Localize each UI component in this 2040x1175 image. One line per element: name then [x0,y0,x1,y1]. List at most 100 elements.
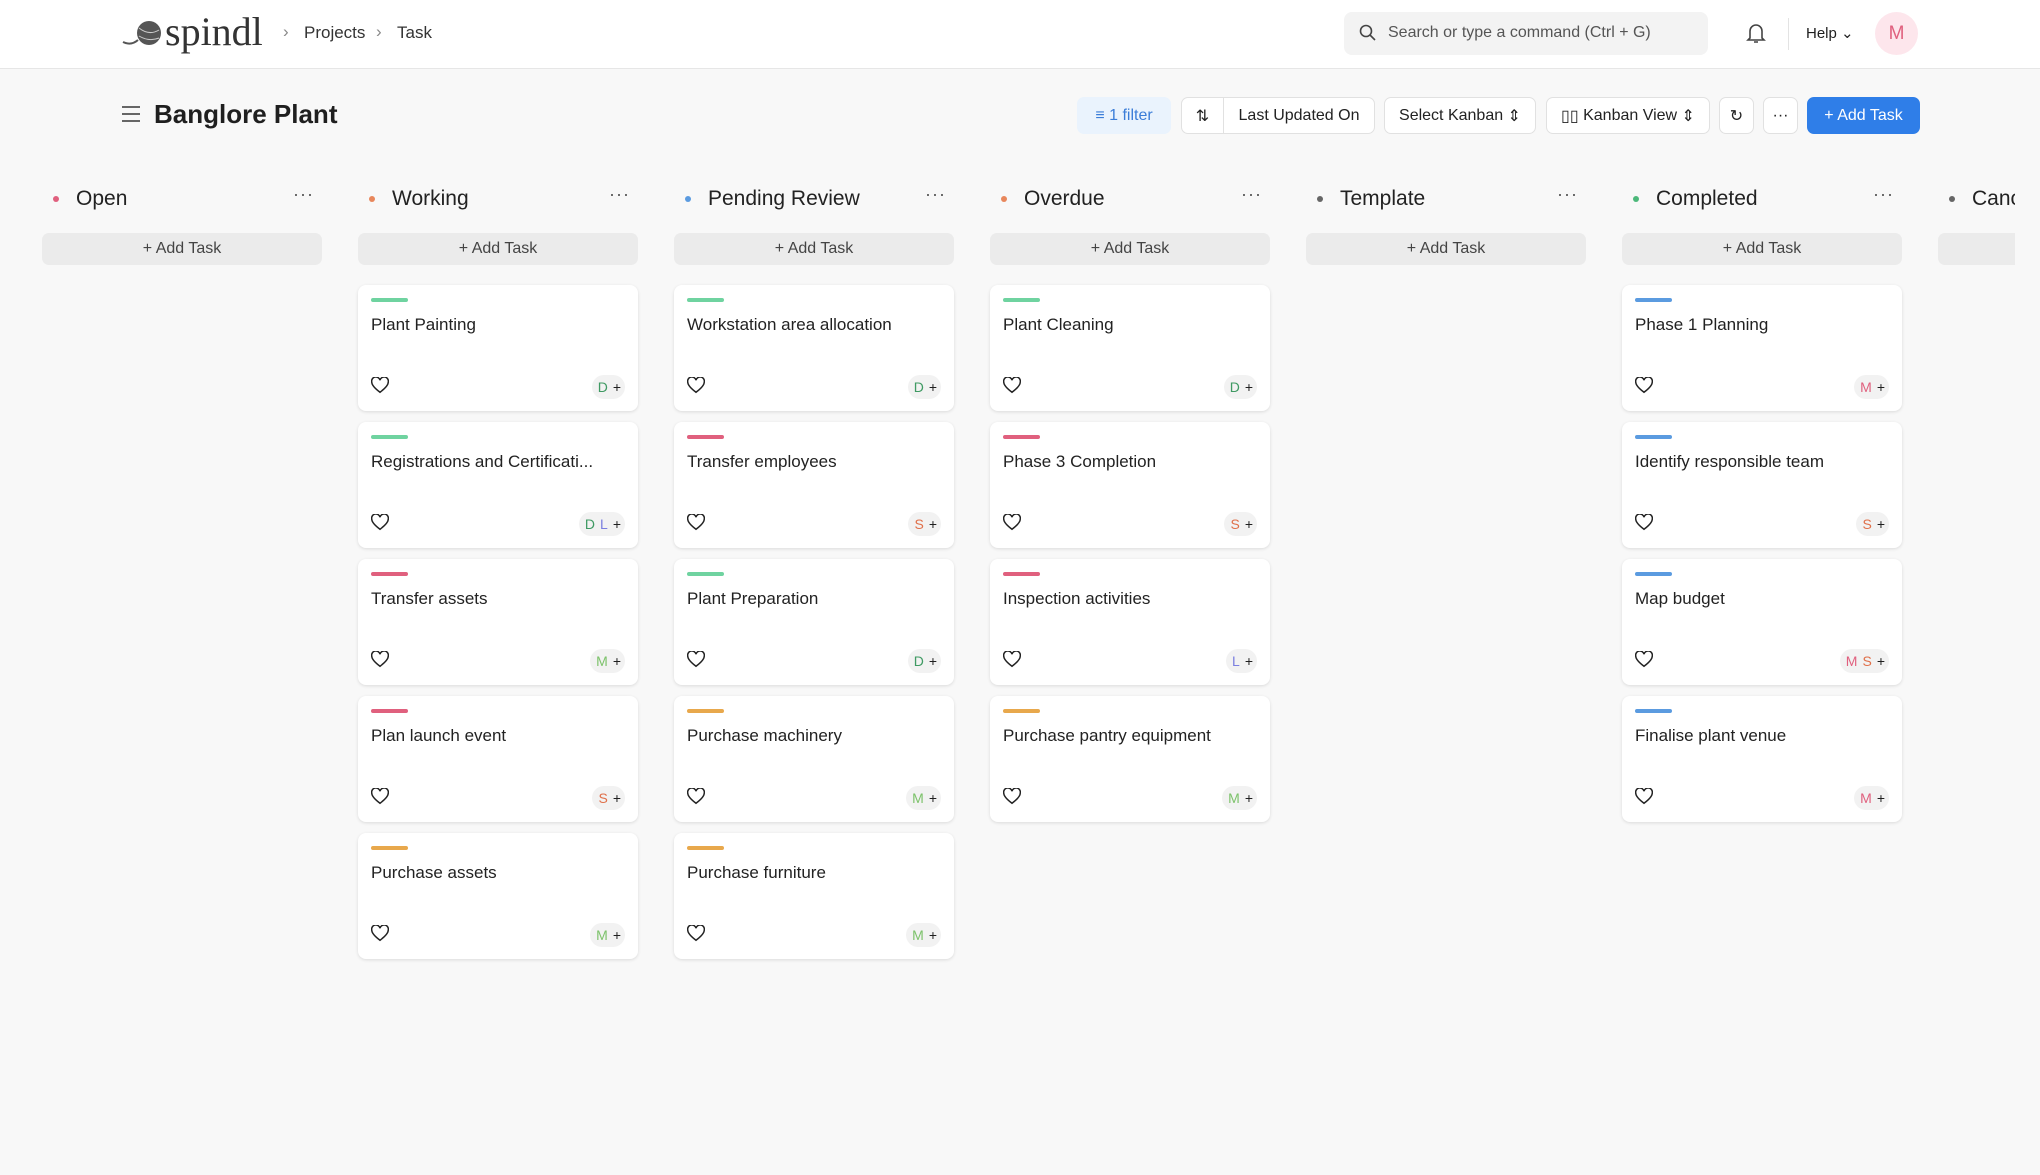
add-assignee[interactable]: + [928,927,937,943]
assignees[interactable]: L + [1226,649,1257,673]
like-button[interactable] [686,376,706,399]
like-button[interactable] [370,376,390,399]
assignees[interactable]: D + [907,649,941,673]
task-card[interactable]: Plan launch event S + [358,696,638,822]
task-card[interactable]: Transfer employees S + [674,422,954,548]
add-assignee[interactable]: + [612,927,621,943]
like-button[interactable] [686,650,706,673]
add-task-button[interactable]: + Add Task [990,233,1270,265]
logo[interactable]: spindl [165,9,263,54]
search-box[interactable]: Search or type a command (Ctrl + G) [1344,12,1708,55]
like-button[interactable] [1002,787,1022,810]
like-button[interactable] [1002,513,1022,536]
like-button[interactable] [1634,513,1654,536]
task-card[interactable]: Identify responsible team S + [1622,422,1902,548]
add-assignee[interactable]: + [928,653,937,669]
add-task-button[interactable]: + Add Task [1807,97,1920,134]
like-button[interactable] [1634,787,1654,810]
assignees[interactable]: M + [906,923,941,947]
add-task-button[interactable] [1938,233,2015,265]
like-button[interactable] [686,513,706,536]
like-button[interactable] [370,787,390,810]
add-task-button[interactable]: + Add Task [358,233,638,265]
assignees[interactable]: D + [591,375,625,399]
assignees[interactable]: D + [907,375,941,399]
task-card[interactable]: Purchase furniture M + [674,833,954,959]
task-card[interactable]: Purchase pantry equipment M + [990,696,1270,822]
like-button[interactable] [686,787,706,810]
add-task-button[interactable]: + Add Task [1622,233,1902,265]
add-assignee[interactable]: + [1244,516,1253,532]
add-assignee[interactable]: + [1244,379,1253,395]
task-card[interactable]: Plant Preparation D + [674,559,954,685]
filter-button[interactable]: ≡ 1 filter [1077,97,1171,134]
add-assignee[interactable]: + [1876,379,1885,395]
sidebar-toggle[interactable] [121,105,141,123]
task-card[interactable]: Finalise plant venue M + [1622,696,1902,822]
add-assignee[interactable]: + [612,516,621,532]
task-card[interactable]: Phase 1 Planning M + [1622,285,1902,411]
column-menu[interactable]: ··· [1557,184,1578,204]
assignees[interactable]: M + [590,649,625,673]
add-assignee[interactable]: + [1876,790,1885,806]
assignees[interactable]: S + [1856,512,1889,536]
task-card[interactable]: Inspection activities L + [990,559,1270,685]
column-menu[interactable]: ··· [609,184,630,204]
add-task-button[interactable]: + Add Task [42,233,322,265]
breadcrumb[interactable]: Projects [304,23,366,42]
view-button[interactable]: ▯▯ Kanban View ⇕ [1546,97,1710,134]
notification-bell[interactable] [1745,21,1767,45]
user-avatar[interactable]: M [1875,12,1918,55]
sort-button[interactable]: Last Updated On [1223,97,1375,134]
select-kanban[interactable]: Select Kanban ⇕ [1384,97,1536,134]
like-button[interactable] [1634,650,1654,673]
assignees[interactable]: D + [1223,375,1257,399]
task-card[interactable]: Purchase machinery M + [674,696,954,822]
add-assignee[interactable]: + [928,379,937,395]
task-card[interactable]: Plant Painting D + [358,285,638,411]
add-task-button[interactable]: + Add Task [674,233,954,265]
column-menu[interactable]: ··· [925,184,946,204]
task-card[interactable]: Purchase assets M + [358,833,638,959]
assignees[interactable]: M + [1854,375,1889,399]
column-menu[interactable]: ··· [293,184,314,204]
task-card[interactable]: Transfer assets M + [358,559,638,685]
assignees[interactable]: M + [1854,786,1889,810]
assignees[interactable]: M + [590,923,625,947]
like-button[interactable] [1002,376,1022,399]
assignees[interactable]: S + [592,786,625,810]
assignees[interactable]: M S + [1839,649,1889,673]
column-menu[interactable]: ··· [1873,184,1894,204]
help-menu[interactable]: Help ⌄ [1806,25,1854,42]
like-button[interactable] [370,924,390,947]
add-assignee[interactable]: + [928,516,937,532]
task-card[interactable]: Registrations and Certificati... D L + [358,422,638,548]
assignees[interactable]: S + [908,512,941,536]
more-button[interactable]: ··· [1763,97,1798,134]
add-task-button[interactable]: + Add Task [1306,233,1586,265]
assignees[interactable]: D L + [578,512,625,536]
assignees[interactable]: S + [1224,512,1257,536]
like-button[interactable] [686,924,706,947]
add-assignee[interactable]: + [1244,653,1253,669]
refresh-button[interactable]: ↻ [1719,97,1754,134]
add-assignee[interactable]: + [1244,790,1253,806]
task-card[interactable]: Workstation area allocation D + [674,285,954,411]
task-card[interactable]: Phase 3 Completion S + [990,422,1270,548]
like-button[interactable] [370,513,390,536]
like-button[interactable] [370,650,390,673]
add-assignee[interactable]: + [1876,653,1885,669]
assignees[interactable]: M + [906,786,941,810]
add-assignee[interactable]: + [612,653,621,669]
task-card[interactable]: Map budget M S + [1622,559,1902,685]
breadcrumb[interactable]: Task [397,23,432,42]
add-assignee[interactable]: + [612,379,621,395]
task-card[interactable]: Plant Cleaning D + [990,285,1270,411]
add-assignee[interactable]: + [928,790,937,806]
add-assignee[interactable]: + [1876,516,1885,532]
sort-direction[interactable]: ⇅ [1181,97,1224,134]
add-assignee[interactable]: + [612,790,621,806]
like-button[interactable] [1634,376,1654,399]
like-button[interactable] [1002,650,1022,673]
assignees[interactable]: M + [1222,786,1257,810]
